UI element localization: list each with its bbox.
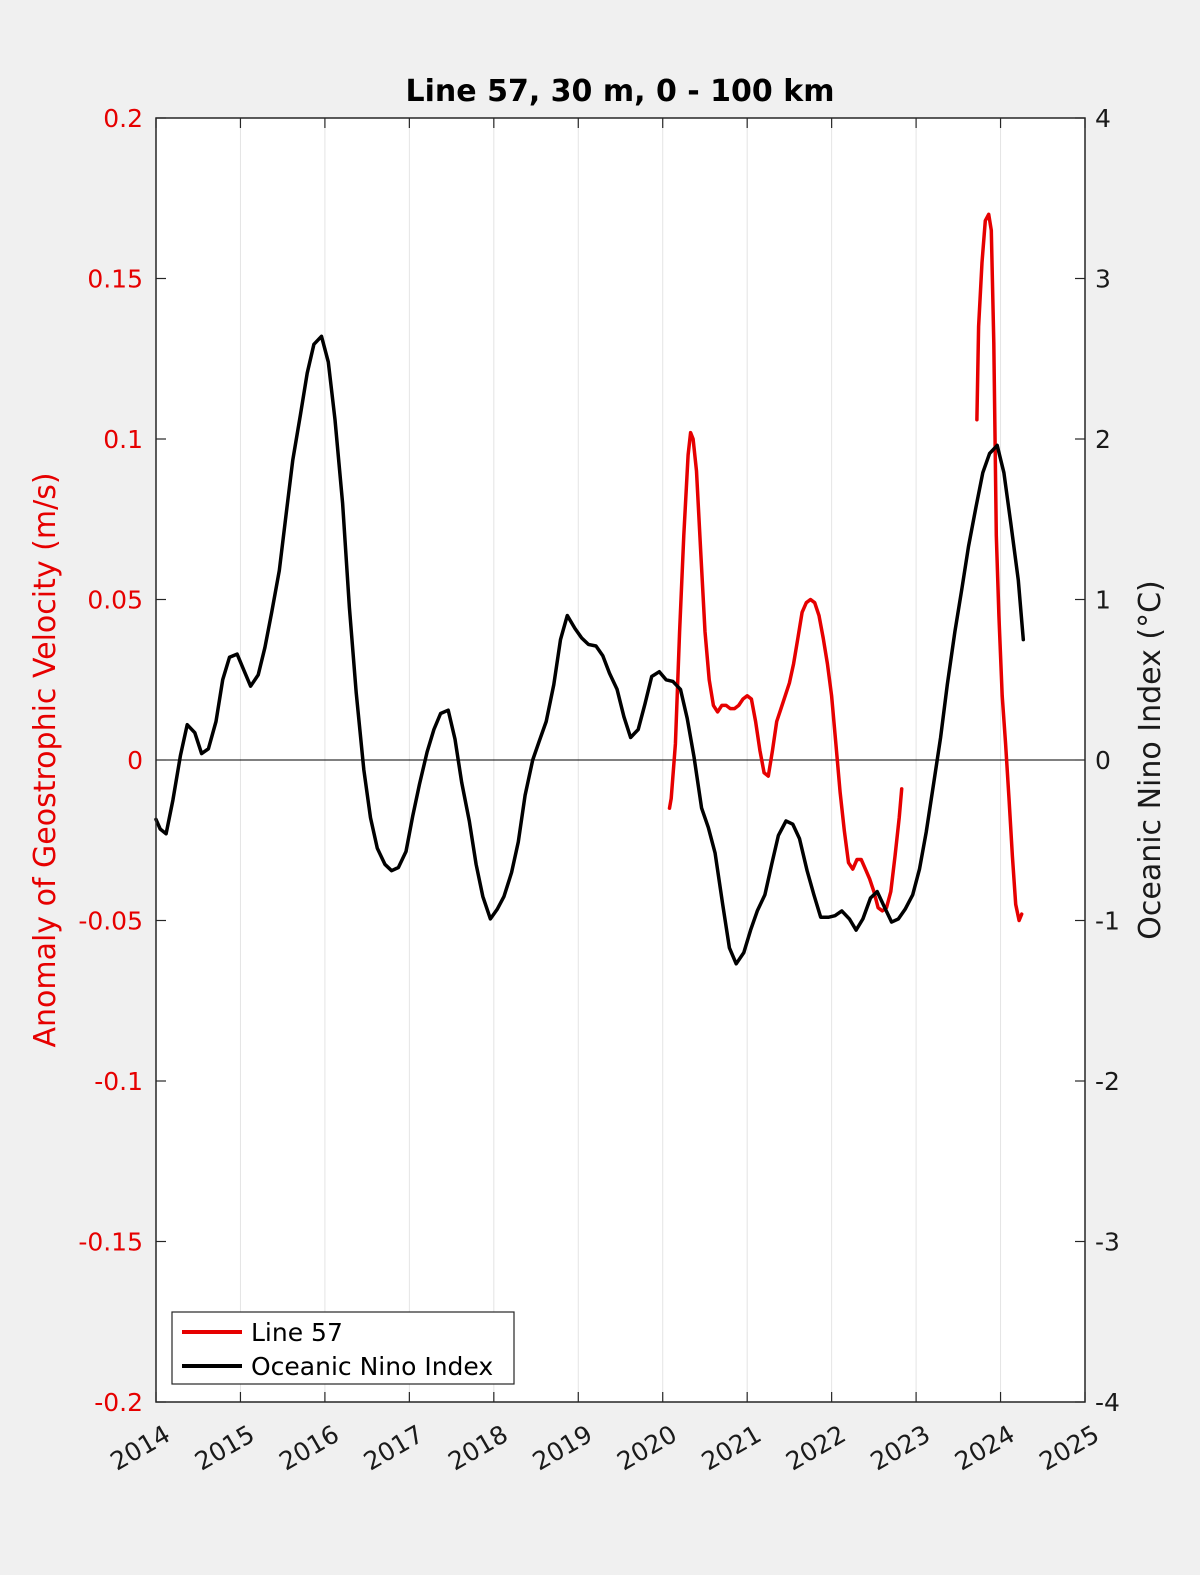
legend-label-line-57: Line 57 xyxy=(251,1318,343,1347)
y-left-tick-label: -0.15 xyxy=(78,1228,143,1257)
y-right-tick-label: 0 xyxy=(1095,746,1111,775)
y-axis-right-label: Oceanic Nino Index (°C) xyxy=(1133,580,1168,940)
y-left-tick-label: 0.2 xyxy=(103,104,143,133)
series-oceanic-nino-index xyxy=(154,334,1026,966)
series-layer xyxy=(154,212,1026,966)
y-left-tick-label: 0.15 xyxy=(87,265,143,294)
y-left-tick-label: 0.1 xyxy=(103,425,143,454)
chart-title: Line 57, 30 m, 0 - 100 km xyxy=(406,74,835,109)
y-right-tick-label: -2 xyxy=(1095,1067,1120,1096)
y-right-tick-label: 2 xyxy=(1095,425,1111,454)
y-left-tick-label: -0.1 xyxy=(94,1067,143,1096)
y-right-tick-label: -3 xyxy=(1095,1228,1120,1257)
y-right-tick-label: 4 xyxy=(1095,104,1111,133)
y-left-tick-label: -0.05 xyxy=(78,907,143,936)
y-left-tick-label: 0 xyxy=(127,746,143,775)
y-right-tick-label: 1 xyxy=(1095,586,1111,615)
y-right-tick-label: -4 xyxy=(1095,1388,1120,1417)
y-left-tick-label: 0.05 xyxy=(87,586,143,615)
tick-labels-layer: 2014 2015 2016 2017 2018 2019 2020 2021 2022 2023… xyxy=(78,104,1120,1476)
legend: Line 57 Oceanic Nino Index xyxy=(171,1311,515,1385)
series-line-57 xyxy=(975,212,1024,923)
series-line-57 xyxy=(667,430,904,913)
y-axis-left-label: Anomaly of Geostrophic Velocity (m/s) xyxy=(28,472,63,1047)
y-right-tick-label: 3 xyxy=(1095,265,1111,294)
y-right-tick-label: -1 xyxy=(1095,907,1120,936)
y-left-tick-label: -0.2 xyxy=(94,1388,143,1417)
ticks-layer xyxy=(155,117,1086,1403)
legend-box xyxy=(171,1311,515,1385)
legend-label-oni: Oceanic Nino Index xyxy=(251,1352,493,1381)
